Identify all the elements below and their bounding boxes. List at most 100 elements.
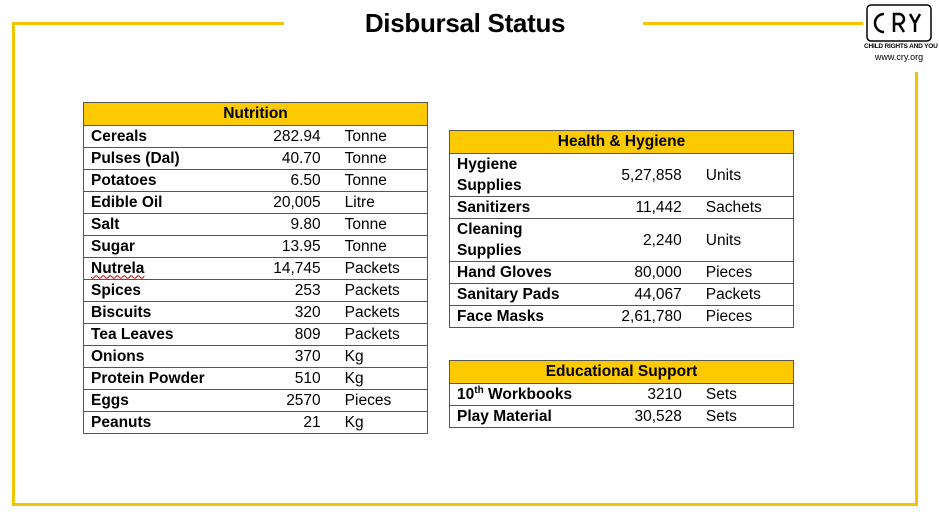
item-unit: Kg — [342, 367, 428, 390]
item-name: Hand Gloves — [448, 261, 599, 284]
item-name: Sanitary Pads — [448, 283, 599, 306]
item-name: Potatoes — [82, 169, 243, 192]
table-row: Cleaning Supplies 2,240 Units — [448, 218, 794, 262]
item-unit: Tonne — [342, 213, 428, 236]
item-unit: Units — [703, 153, 794, 197]
item-name-text: Tea Leaves — [91, 325, 174, 343]
item-unit: Units — [703, 218, 794, 262]
table-row: Hand Gloves 80,000 Pieces — [448, 261, 794, 284]
item-name-number: 10 — [457, 386, 475, 404]
item-name: Eggs — [82, 389, 243, 412]
item-name: Biscuits — [82, 301, 243, 324]
item-unit: Pieces — [703, 261, 794, 284]
table-row: Play Material 30,528 Sets — [449, 405, 794, 428]
item-name-text: Sugar — [91, 237, 135, 255]
nutrition-header: Nutrition — [83, 102, 428, 126]
item-quantity: 2570 — [242, 389, 343, 412]
table-row: Salt 9.80 Tonne — [82, 213, 428, 236]
item-quantity: 510 — [242, 367, 343, 390]
table-row: Face Masks 2,61,780 Pieces — [448, 305, 794, 328]
item-name: Onions — [82, 345, 243, 368]
item-quantity: 2,240 — [598, 218, 704, 262]
item-quantity: 809 — [242, 323, 343, 346]
item-unit: Tonne — [342, 169, 428, 192]
health-header-row: Health & Hygiene — [449, 130, 794, 154]
item-name: Peanuts — [82, 411, 243, 434]
health-hygiene-table: Health & Hygiene Hygiene Supplies 5,27,858… — [448, 130, 794, 328]
item-unit: Tonne — [342, 125, 428, 148]
item-name: Edible Oil — [82, 191, 243, 214]
item-quantity: 282.94 — [242, 125, 343, 148]
table-row: Eggs 2570 Pieces — [82, 389, 428, 412]
item-name: Cleaning Supplies — [448, 218, 599, 262]
education-header: Educational Support — [449, 360, 794, 384]
item-name-text: Nutrela — [91, 259, 145, 277]
table-row: Sanitizers 11,442 Sachets — [448, 196, 794, 219]
item-name-text: Protein Powder — [91, 369, 205, 387]
item-quantity: 2,61,780 — [598, 305, 704, 328]
item-unit: Litre — [342, 191, 428, 214]
item-quantity: 6.50 — [242, 169, 343, 192]
item-name: Protein Powder — [82, 367, 243, 390]
item-name: Nutrela — [82, 257, 243, 280]
item-name-line1: Cleaning — [457, 221, 523, 238]
item-quantity: 11,442 — [598, 196, 704, 219]
nutrition-table: Nutrition Cereals 282.94 Tonne Pulses (Dal)… — [82, 102, 428, 434]
item-quantity: 40.70 — [242, 147, 343, 170]
item-unit: Sachets — [703, 196, 794, 219]
table-row: Cereals 282.94 Tonne — [82, 125, 428, 148]
nutrition-header-row: Nutrition — [83, 102, 428, 126]
frame-left — [12, 22, 15, 506]
table-row: Peanuts 21 Kg — [82, 411, 428, 434]
table-row: Hygiene Supplies 5,27,858 Units — [448, 153, 794, 197]
item-name-text: Edible Oil — [91, 193, 163, 211]
item-name: Salt — [82, 213, 243, 236]
logo-url: www.cry.org — [874, 52, 924, 62]
item-quantity: 3210 — [599, 383, 704, 406]
page-title: Disbursal Status — [364, 8, 566, 38]
item-name: Cereals — [82, 125, 243, 148]
item-quantity: 80,000 — [598, 261, 704, 284]
table-row: Onions 370 Kg — [82, 345, 428, 368]
table-row: 10th Workbooks 3210 Sets — [449, 383, 794, 406]
frame-top-right — [643, 22, 863, 25]
table-row: Protein Powder 510 Kg — [82, 367, 428, 390]
table-row: Sugar 13.95 Tonne — [82, 235, 428, 258]
item-unit: Sets — [703, 383, 794, 406]
table-row: Edible Oil 20,005 Litre — [82, 191, 428, 214]
item-quantity: 30,528 — [599, 405, 704, 428]
item-name-rest: Workbooks — [483, 386, 573, 404]
item-quantity: 253 — [242, 279, 343, 302]
item-name-ordinal: th — [474, 384, 484, 396]
item-name: Face Masks — [448, 305, 599, 328]
item-quantity: 13.95 — [242, 235, 343, 258]
item-name-text: Biscuits — [91, 303, 152, 321]
item-quantity: 21 — [242, 411, 343, 434]
item-name-text: Salt — [91, 215, 120, 233]
item-unit: Packets — [342, 301, 428, 324]
item-name: Spices — [82, 279, 243, 302]
item-name-text: Pulses (Dal) — [91, 149, 180, 167]
frame-bottom — [12, 503, 918, 506]
item-name-text: Potatoes — [91, 171, 157, 189]
table-row: Nutrela 14,745 Packets — [82, 257, 428, 280]
item-quantity: 20,005 — [242, 191, 343, 214]
item-quantity: 5,27,858 — [598, 153, 704, 197]
item-unit: Sets — [703, 405, 794, 428]
item-name-text: Eggs — [91, 391, 129, 409]
item-unit: Tonne — [342, 147, 428, 170]
item-name-text: Onions — [91, 347, 145, 365]
item-quantity: 9.80 — [242, 213, 343, 236]
health-header: Health & Hygiene — [449, 130, 794, 154]
item-name-line1: Hygiene — [457, 156, 518, 173]
item-name-line2: Supplies — [457, 242, 522, 259]
table-row: Tea Leaves 809 Packets — [82, 323, 428, 346]
educational-support-table: Educational Support 10th Workbooks 3210 Se… — [449, 360, 794, 428]
table-row: Spices 253 Packets — [82, 279, 428, 302]
item-name-text: Cereals — [91, 127, 148, 145]
table-row: Biscuits 320 Packets — [82, 301, 428, 324]
education-header-row: Educational Support — [449, 360, 794, 384]
cry-logo: CHILD RIGHTS AND YOU www.cry.org — [864, 4, 938, 62]
item-quantity: 44,067 — [598, 283, 704, 306]
item-name: Pulses (Dal) — [82, 147, 243, 170]
